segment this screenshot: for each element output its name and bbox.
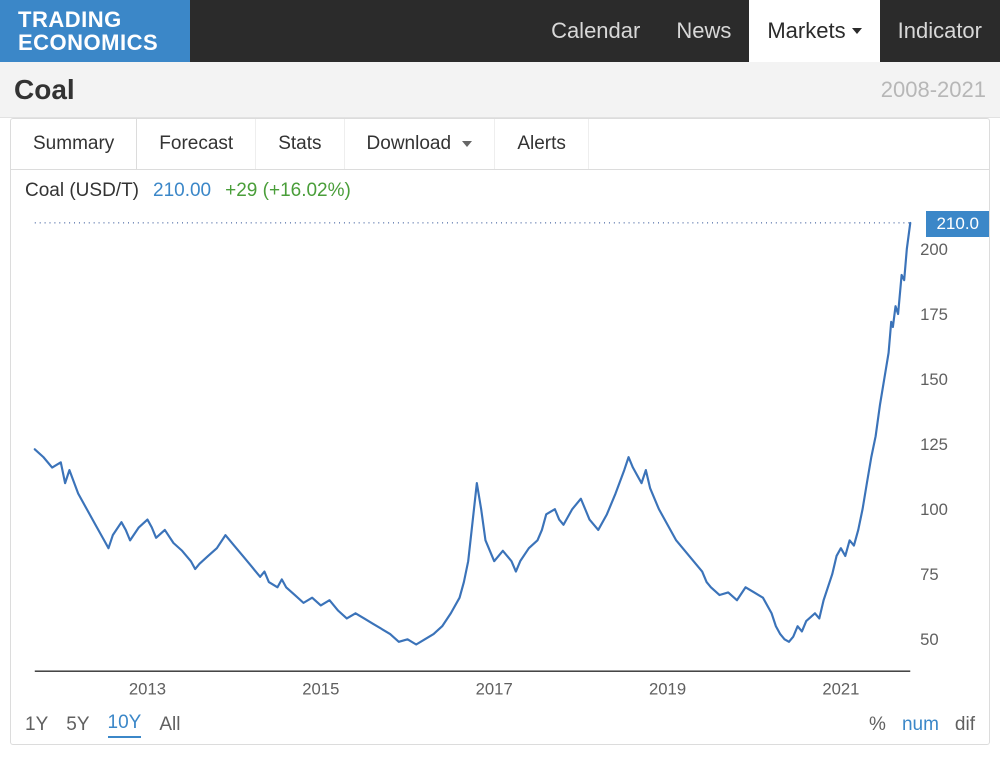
tab-label: Forecast <box>159 133 233 154</box>
quote-name: Coal (USD/T) <box>25 180 139 202</box>
chevron-down-icon <box>462 141 472 147</box>
svg-text:200: 200 <box>920 240 948 259</box>
price-chart[interactable]: 2013 2015 2017 2019 2021 50 75 100 125 150 175 200 <box>25 204 975 734</box>
nav-label: Indicator <box>898 18 982 44</box>
brand-line1: TRADING <box>18 8 172 31</box>
range-row: 1Y 5Y 10Y All % num dif <box>25 712 975 738</box>
mode-num[interactable]: num <box>902 714 939 736</box>
nav-label: Calendar <box>551 18 640 44</box>
svg-text:150: 150 <box>920 370 948 389</box>
chart-card: Summary Forecast Stats Download Alerts C… <box>10 118 990 745</box>
chart-area: 210.0 2013 2015 2017 2019 2021 50 75 100 125 150 1… <box>11 204 989 744</box>
tab-download[interactable]: Download <box>345 119 496 169</box>
svg-text:2013: 2013 <box>129 680 166 699</box>
chevron-down-icon <box>852 28 862 34</box>
title-bar: Coal 2008-2021 <box>0 62 1000 118</box>
svg-text:2017: 2017 <box>476 680 513 699</box>
page-title: Coal <box>14 74 75 106</box>
tab-stats[interactable]: Stats <box>256 119 344 169</box>
svg-text:2019: 2019 <box>649 680 686 699</box>
tab-bar: Summary Forecast Stats Download Alerts <box>11 119 989 170</box>
nav-markets[interactable]: Markets <box>749 0 879 62</box>
tab-alerts[interactable]: Alerts <box>495 119 589 169</box>
top-nav: TRADING ECONOMICS Calendar News Markets … <box>0 0 1000 62</box>
range-1y[interactable]: 1Y <box>25 714 48 736</box>
range-5y[interactable]: 5Y <box>66 714 89 736</box>
svg-text:125: 125 <box>920 435 948 454</box>
svg-text:50: 50 <box>920 630 939 649</box>
date-range: 2008-2021 <box>881 77 986 103</box>
nav-calendar[interactable]: Calendar <box>533 0 658 62</box>
nav-label: Markets <box>767 18 845 44</box>
tab-label: Download <box>367 133 452 154</box>
range-all[interactable]: All <box>159 714 180 736</box>
quote-line: Coal (USD/T) 210.00 +29 (+16.02%) <box>11 170 989 204</box>
brand-line2: ECONOMICS <box>18 31 172 54</box>
current-price-badge: 210.0 <box>926 211 989 237</box>
mode-dif[interactable]: dif <box>955 714 975 736</box>
quote-price: 210.00 <box>153 180 211 202</box>
brand-logo[interactable]: TRADING ECONOMICS <box>0 0 190 62</box>
tab-label: Stats <box>278 133 321 154</box>
tab-label: Summary <box>33 133 114 154</box>
svg-text:175: 175 <box>920 305 948 324</box>
nav-news[interactable]: News <box>658 0 749 62</box>
mode-percent[interactable]: % <box>869 714 886 736</box>
svg-text:2021: 2021 <box>822 680 859 699</box>
svg-text:75: 75 <box>920 565 939 584</box>
nav-label: News <box>676 18 731 44</box>
svg-text:2015: 2015 <box>302 680 339 699</box>
range-10y[interactable]: 10Y <box>108 712 142 738</box>
svg-text:100: 100 <box>920 500 948 519</box>
tab-label: Alerts <box>517 133 566 154</box>
nav-spacer <box>190 0 533 62</box>
tab-summary[interactable]: Summary <box>11 119 137 169</box>
quote-change: +29 (+16.02%) <box>225 180 351 202</box>
nav-indicators[interactable]: Indicator <box>880 0 1000 62</box>
tab-forecast[interactable]: Forecast <box>137 119 256 169</box>
